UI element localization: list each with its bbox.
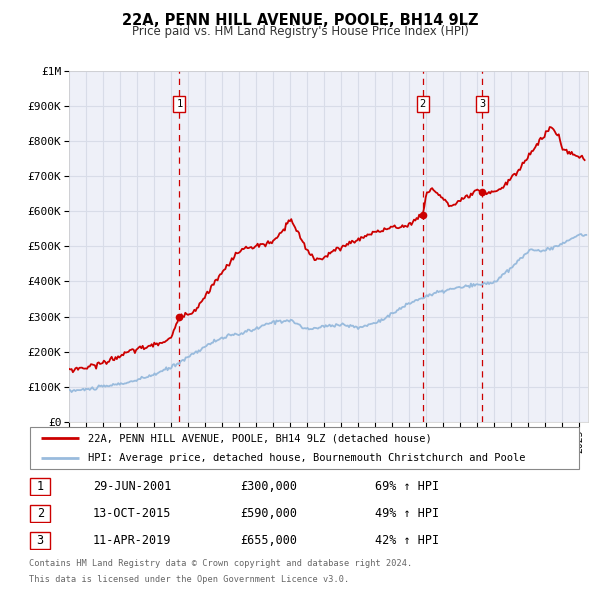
Text: £655,000: £655,000 <box>240 534 297 547</box>
Text: HPI: Average price, detached house, Bournemouth Christchurch and Poole: HPI: Average price, detached house, Bour… <box>88 453 525 463</box>
Text: 1: 1 <box>37 480 44 493</box>
Text: 29-JUN-2001: 29-JUN-2001 <box>93 480 172 493</box>
Text: Price paid vs. HM Land Registry's House Price Index (HPI): Price paid vs. HM Land Registry's House … <box>131 25 469 38</box>
FancyBboxPatch shape <box>30 427 579 469</box>
Text: £590,000: £590,000 <box>240 507 297 520</box>
Text: 49% ↑ HPI: 49% ↑ HPI <box>375 507 439 520</box>
Text: 2: 2 <box>419 99 426 109</box>
Text: 3: 3 <box>479 99 485 109</box>
Text: £300,000: £300,000 <box>240 480 297 493</box>
Text: 69% ↑ HPI: 69% ↑ HPI <box>375 480 439 493</box>
FancyBboxPatch shape <box>30 478 50 494</box>
Text: 22A, PENN HILL AVENUE, POOLE, BH14 9LZ: 22A, PENN HILL AVENUE, POOLE, BH14 9LZ <box>122 13 478 28</box>
Text: 11-APR-2019: 11-APR-2019 <box>93 534 172 547</box>
Text: This data is licensed under the Open Government Licence v3.0.: This data is licensed under the Open Gov… <box>29 575 349 584</box>
Text: 1: 1 <box>176 99 182 109</box>
Text: 2: 2 <box>37 507 44 520</box>
Text: Contains HM Land Registry data © Crown copyright and database right 2024.: Contains HM Land Registry data © Crown c… <box>29 559 412 568</box>
Text: 22A, PENN HILL AVENUE, POOLE, BH14 9LZ (detached house): 22A, PENN HILL AVENUE, POOLE, BH14 9LZ (… <box>88 433 431 443</box>
FancyBboxPatch shape <box>30 505 50 522</box>
Text: 3: 3 <box>37 534 44 547</box>
Text: 13-OCT-2015: 13-OCT-2015 <box>93 507 172 520</box>
FancyBboxPatch shape <box>30 532 50 549</box>
Text: 42% ↑ HPI: 42% ↑ HPI <box>375 534 439 547</box>
